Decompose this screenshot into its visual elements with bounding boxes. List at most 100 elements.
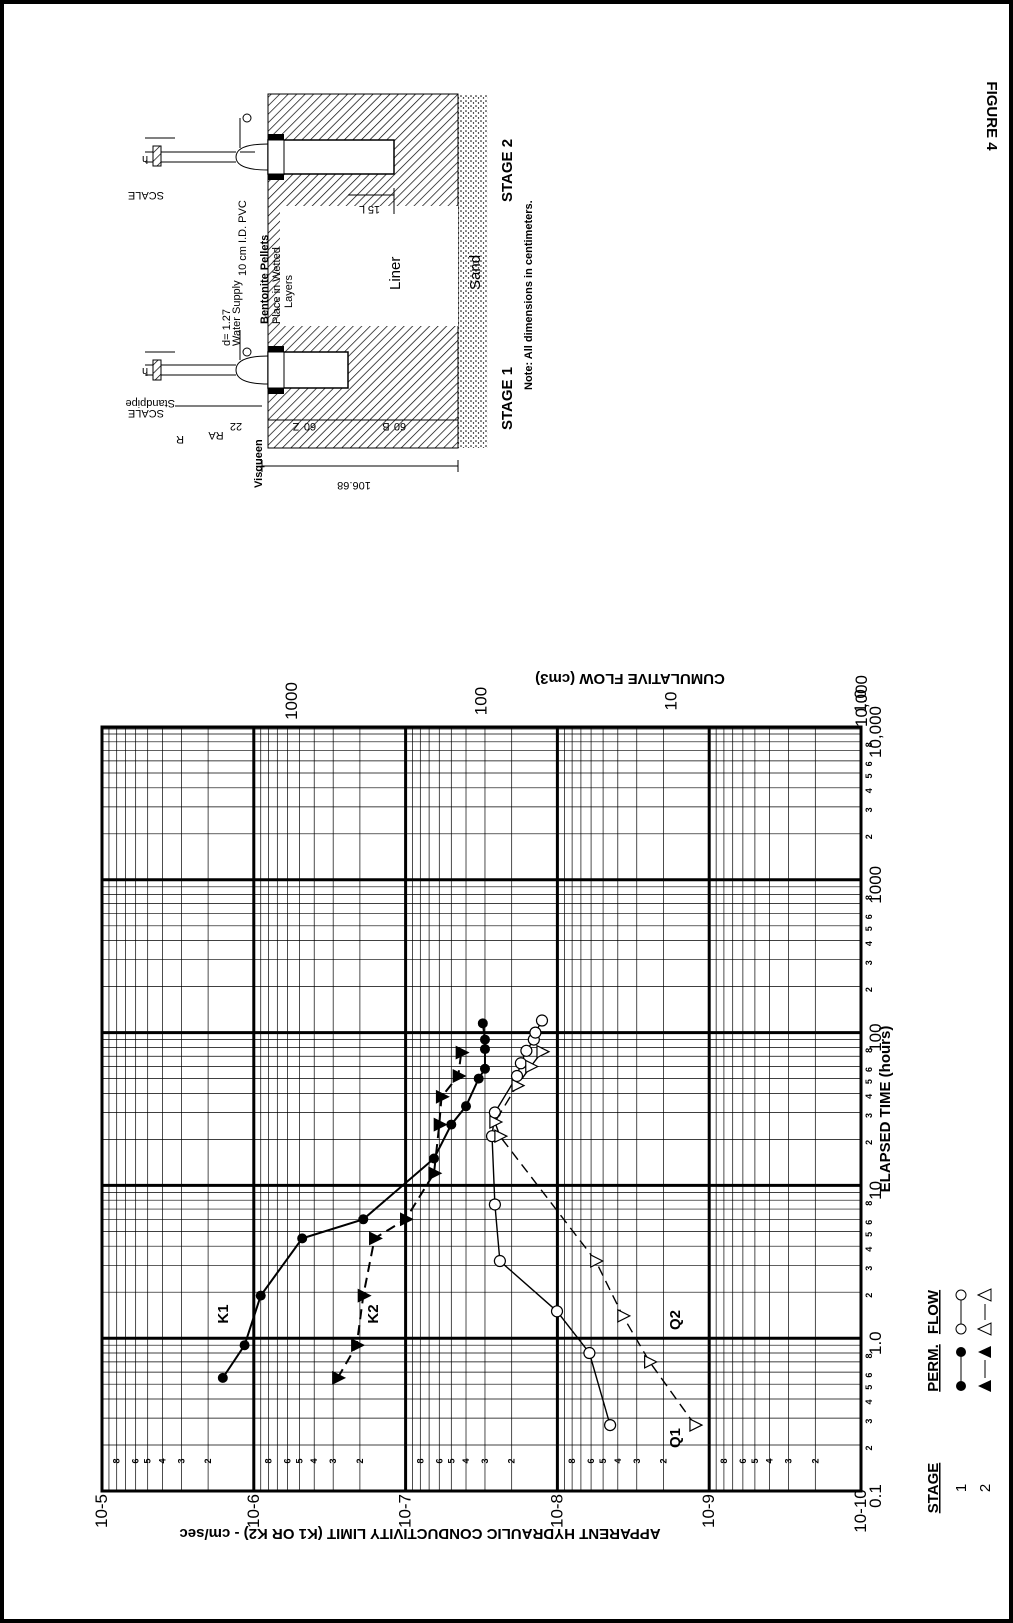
y-minor-tick-label: 2 (203, 1458, 213, 1463)
x-minor-tick-label: 3 (864, 807, 874, 812)
y-minor-tick-label: 6 (738, 1458, 748, 1463)
b-label: B (382, 420, 389, 432)
y2-major-tick-label: 100 (472, 687, 491, 715)
y-minor-tick-label: 5 (446, 1458, 456, 1463)
data-point-k1 (477, 1018, 488, 1029)
y2-range-label: 10,000 (852, 675, 871, 727)
pvc-label: 10 cm I.D. PVC (237, 200, 249, 276)
y-minor-tick-label: 2 (355, 1458, 365, 1463)
x-minor-tick-label: 6 (864, 1373, 874, 1378)
legend-q1-marker (955, 1289, 967, 1335)
y-minor-tick-label: 8 (567, 1458, 577, 1463)
y-minor-tick-label: 6 (282, 1458, 292, 1463)
x-major-tick-label: 1.0 (866, 1331, 885, 1355)
data-point-q1 (604, 1418, 617, 1432)
data-point-k2 (357, 1288, 372, 1303)
series-label-k2: K2 (365, 1304, 382, 1323)
h-label-stage2: h (142, 153, 148, 165)
series-line-k1 (221, 1023, 486, 1379)
visqueen-label: Visqueen (253, 439, 265, 488)
x-major-tick-label: 100 (866, 1023, 885, 1051)
d-label: d= 1.27 (221, 309, 233, 346)
x-minor-tick-label: 2 (864, 1445, 874, 1450)
data-point-k1 (479, 1034, 490, 1045)
stage2-bore (267, 139, 395, 175)
data-point-k2 (369, 1231, 383, 1246)
plot-frame (100, 725, 863, 1493)
chart-ticks: 2345682345682345682345682345682345682345… (92, 675, 885, 1533)
sand-layer (458, 94, 488, 448)
data-point-k1 (255, 1290, 266, 1301)
data-point-q2 (494, 1129, 509, 1144)
data-point-k2 (455, 1045, 470, 1060)
data-point-k2 (428, 1166, 443, 1181)
y-minor-tick-label: 2 (810, 1458, 820, 1463)
legend-flow-header: FLOW (925, 1289, 942, 1334)
x-minor-tick-label: 6 (864, 1220, 874, 1225)
dim-60a-label: 60 (304, 420, 316, 432)
data-point-k1 (297, 1233, 308, 1244)
legend-stage-header: STAGE (925, 1463, 942, 1514)
chart-series (217, 1014, 704, 1433)
data-point-k2 (433, 1117, 448, 1132)
sand-label: Sand (467, 255, 484, 290)
y2-major-tick-label: 1.0 (851, 689, 870, 713)
diagram-note: Note: All dimensions in centimeters. (523, 200, 535, 390)
x-axis-title: ELAPSED TIME (hours) (877, 1026, 894, 1193)
h-label-stage1: h (142, 365, 148, 377)
x-minor-tick-label: 2 (864, 1140, 874, 1145)
y-minor-tick-label: 4 (613, 1458, 623, 1463)
series-line-k2 (336, 1052, 463, 1379)
y-minor-tick-label: 8 (264, 1458, 274, 1463)
z-label: Z (292, 420, 299, 432)
x-minor-tick-label: 3 (864, 1419, 874, 1424)
y-major-tick-label: 10-9 (699, 1494, 718, 1528)
y-major-tick-label: 10-7 (396, 1494, 415, 1528)
x-minor-tick-label: 8 (864, 1048, 874, 1053)
data-point-k1 (358, 1214, 369, 1225)
data-point-k2 (332, 1370, 347, 1385)
data-point-q2 (590, 1254, 605, 1268)
x-minor-tick-label: 5 (864, 926, 874, 931)
y-minor-tick-label: 8 (112, 1458, 122, 1463)
water-supply-label: Water Supply (231, 280, 243, 346)
x-minor-tick-label: 4 (864, 1247, 874, 1252)
y-minor-tick-label: 6 (434, 1458, 444, 1463)
series-line-q2 (494, 1051, 696, 1426)
data-point-q2 (511, 1078, 526, 1093)
chart-grid (102, 727, 863, 1493)
y-minor-tick-label: 3 (176, 1458, 186, 1463)
data-point-q2 (536, 1044, 551, 1059)
data-point-k2 (435, 1089, 450, 1104)
data-point-k2 (351, 1338, 366, 1353)
series-label-q2: Q2 (667, 1310, 684, 1330)
y-minor-tick-label: 4 (461, 1458, 471, 1463)
y-axis-title: APPARENT HYDRAULIC CONDUCTIVITY LIMIT (K… (179, 1525, 660, 1542)
x-minor-tick-label: 8 (864, 1354, 874, 1359)
y2-major-tick-label: 1000 (282, 682, 301, 720)
y-minor-tick-label: 4 (765, 1458, 775, 1463)
x-minor-tick-label: 6 (864, 1067, 874, 1072)
y-minor-tick-label: 3 (632, 1458, 642, 1463)
dim-60b-label: 60 (394, 420, 406, 432)
x-minor-tick-label: 6 (864, 914, 874, 919)
liner-gap (280, 206, 458, 326)
legend-k1-marker (956, 1347, 966, 1391)
y-minor-tick-label: 5 (143, 1458, 153, 1463)
y-major-tick-label: 10-6 (244, 1494, 263, 1528)
series-label-k1: K1 (215, 1304, 232, 1323)
data-point-q2 (689, 1418, 704, 1433)
data-point-q1 (529, 1026, 542, 1039)
x-minor-tick-label: 5 (864, 773, 874, 778)
dim-22-label: 22 (230, 420, 242, 432)
x-minor-tick-label: 8 (864, 742, 874, 747)
data-point-q1 (514, 1057, 527, 1070)
y-minor-tick-label: 3 (328, 1458, 338, 1463)
stage1-scale (152, 359, 162, 381)
data-point-q1 (488, 1198, 501, 1211)
y-major-tick-label: 10-5 (92, 1494, 111, 1528)
series-q2 (489, 1044, 704, 1433)
dim-15-label: 15 (368, 203, 380, 215)
standpipe-label: Standpipe (125, 397, 175, 409)
